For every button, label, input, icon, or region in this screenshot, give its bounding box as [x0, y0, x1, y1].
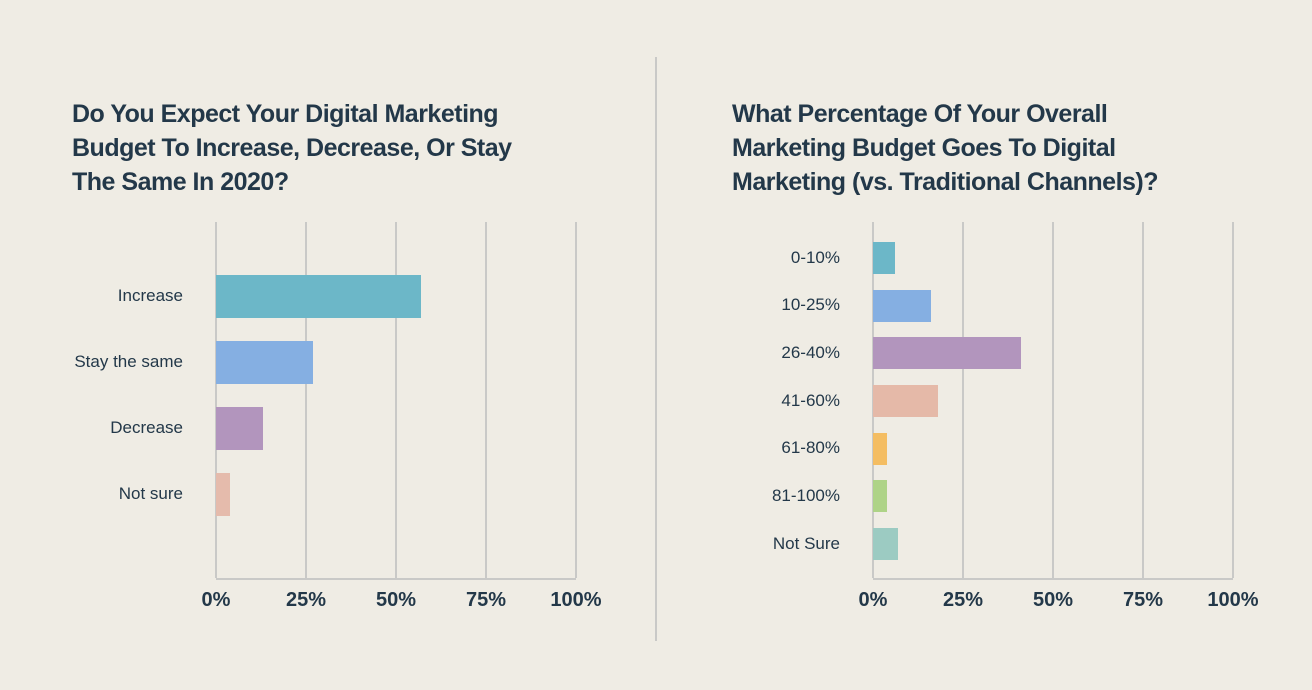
x-tick-label: 75% [465, 589, 507, 611]
category-label: 10-25% [781, 295, 840, 315]
x-tick-label: 100% [550, 589, 602, 611]
gridline [1142, 222, 1144, 578]
bar [873, 480, 888, 513]
bar-row: Stay the same [74, 329, 576, 395]
category-label: Not sure [118, 483, 183, 503]
gridline [962, 222, 964, 578]
left-chart-plot-area: 0% 25% 50% 75% 100% Increase Stay the same Decr… [74, 222, 602, 611]
vertical-divider [655, 57, 657, 641]
bar-row: 41-60% [781, 377, 1233, 425]
bar-row: 61-80% [781, 425, 1233, 473]
category-label: 26-40% [781, 343, 840, 363]
bar [873, 337, 1021, 370]
x-tick-label: 0% [858, 589, 888, 611]
bar-row: 0-10% [791, 234, 1233, 282]
x-tick-label: 100% [1207, 589, 1259, 611]
gridline [1052, 222, 1054, 578]
bar-row: 10-25% [781, 282, 1233, 330]
x-tick-label: 25% [285, 589, 327, 611]
left-chart-title: Do You Expect Your Digital Marketing Bud… [72, 99, 512, 196]
gridline [485, 222, 487, 578]
right-chart-title: What Percentage Of Your Overall Marketin… [732, 99, 1159, 196]
bar-row: 26-40% [781, 329, 1233, 377]
bar-rows: 0-10% 10-25% 26-40% 41-60% 61-80% 81-100% Not … [772, 234, 1233, 568]
bar [216, 472, 231, 516]
category-label: Increase [117, 285, 183, 305]
category-label: 41-60% [781, 390, 840, 410]
bar-row: Not Sure [773, 520, 1233, 568]
category-label: 81-100% [771, 486, 840, 506]
bar-row: Decrease [110, 395, 576, 461]
category-label: Stay the same [74, 351, 183, 371]
gridline [305, 222, 307, 578]
bar [216, 406, 263, 450]
left-chart-panel: Do You Expect Your Digital Marketing Bud… [72, 99, 602, 611]
category-label: Decrease [110, 417, 183, 437]
bar-rows: Increase Stay the same Decrease Not sure [74, 263, 576, 527]
x-tick-label: 0% [201, 589, 231, 611]
right-chart-plot-area: 0% 25% 50% 75% 100% 0-10% 10-25% 26-40% 41-60% 61… [772, 222, 1259, 611]
bar [873, 432, 888, 465]
bar [873, 527, 899, 560]
bar-row: Not sure [119, 461, 576, 527]
right-chart-panel: What Percentage Of Your Overall Marketin… [657, 0, 1312, 690]
x-tick-label: 50% [1032, 589, 1074, 611]
bar-row: Increase [118, 263, 576, 329]
x-tick-label: 50% [375, 589, 417, 611]
bar [216, 274, 422, 318]
x-tick-label: 25% [942, 589, 984, 611]
category-label: 0-10% [790, 247, 840, 267]
gridline [215, 222, 217, 578]
category-label: Not Sure [772, 533, 840, 553]
bar [873, 384, 938, 417]
category-label: 61-80% [781, 438, 840, 458]
gridline [395, 222, 397, 578]
bar [873, 241, 895, 274]
gridline [575, 222, 577, 578]
bar [216, 340, 314, 384]
x-tick-label: 75% [1122, 589, 1164, 611]
gridline [1232, 222, 1234, 578]
bar-row: 81-100% [772, 472, 1233, 520]
bar [873, 289, 931, 322]
